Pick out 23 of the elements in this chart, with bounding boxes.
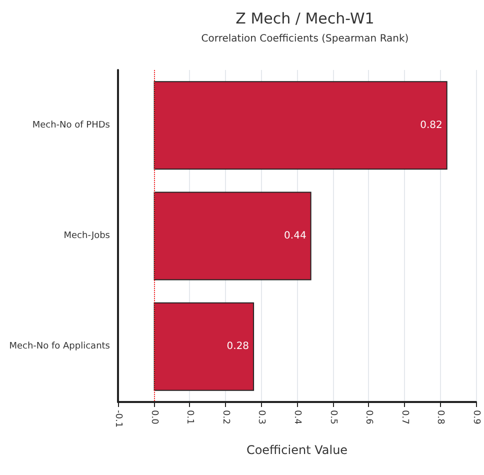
y-tick-label: Mech-No of PHDs: [32, 120, 110, 130]
x-tick-label: 0.1: [184, 410, 195, 424]
bar: [154, 81, 448, 170]
bar: [154, 302, 254, 391]
x-axis-title: Coefficient Value: [246, 443, 348, 457]
x-tick-label: 0.3: [256, 410, 266, 424]
x-tick-label: 0.8: [435, 410, 446, 425]
x-tick-label: -0.1: [113, 410, 123, 428]
x-tick-label: 0.9: [471, 410, 481, 425]
data-label: 0.44: [284, 230, 306, 242]
chart-title: Z Mech / Mech-W1: [236, 10, 374, 28]
y-tick-label: Mech-Jobs: [64, 231, 110, 241]
x-tick-label: 0.5: [328, 410, 338, 424]
x-tick-label: 0.0: [148, 410, 159, 425]
y-tick-label: Mech-No fo Applicants: [9, 342, 110, 352]
x-tick-label: 0.6: [364, 410, 374, 425]
bar: [154, 192, 312, 280]
x-tick-label: 0.7: [399, 410, 410, 424]
chart-subtitle: Correlation Coefficients (Spearman Rank): [201, 34, 409, 44]
data-label: 0.28: [226, 341, 250, 352]
x-tick-label: 0.4: [292, 410, 302, 425]
x-tick-label: 0.2: [220, 410, 230, 424]
data-label: 0.82: [420, 120, 442, 131]
